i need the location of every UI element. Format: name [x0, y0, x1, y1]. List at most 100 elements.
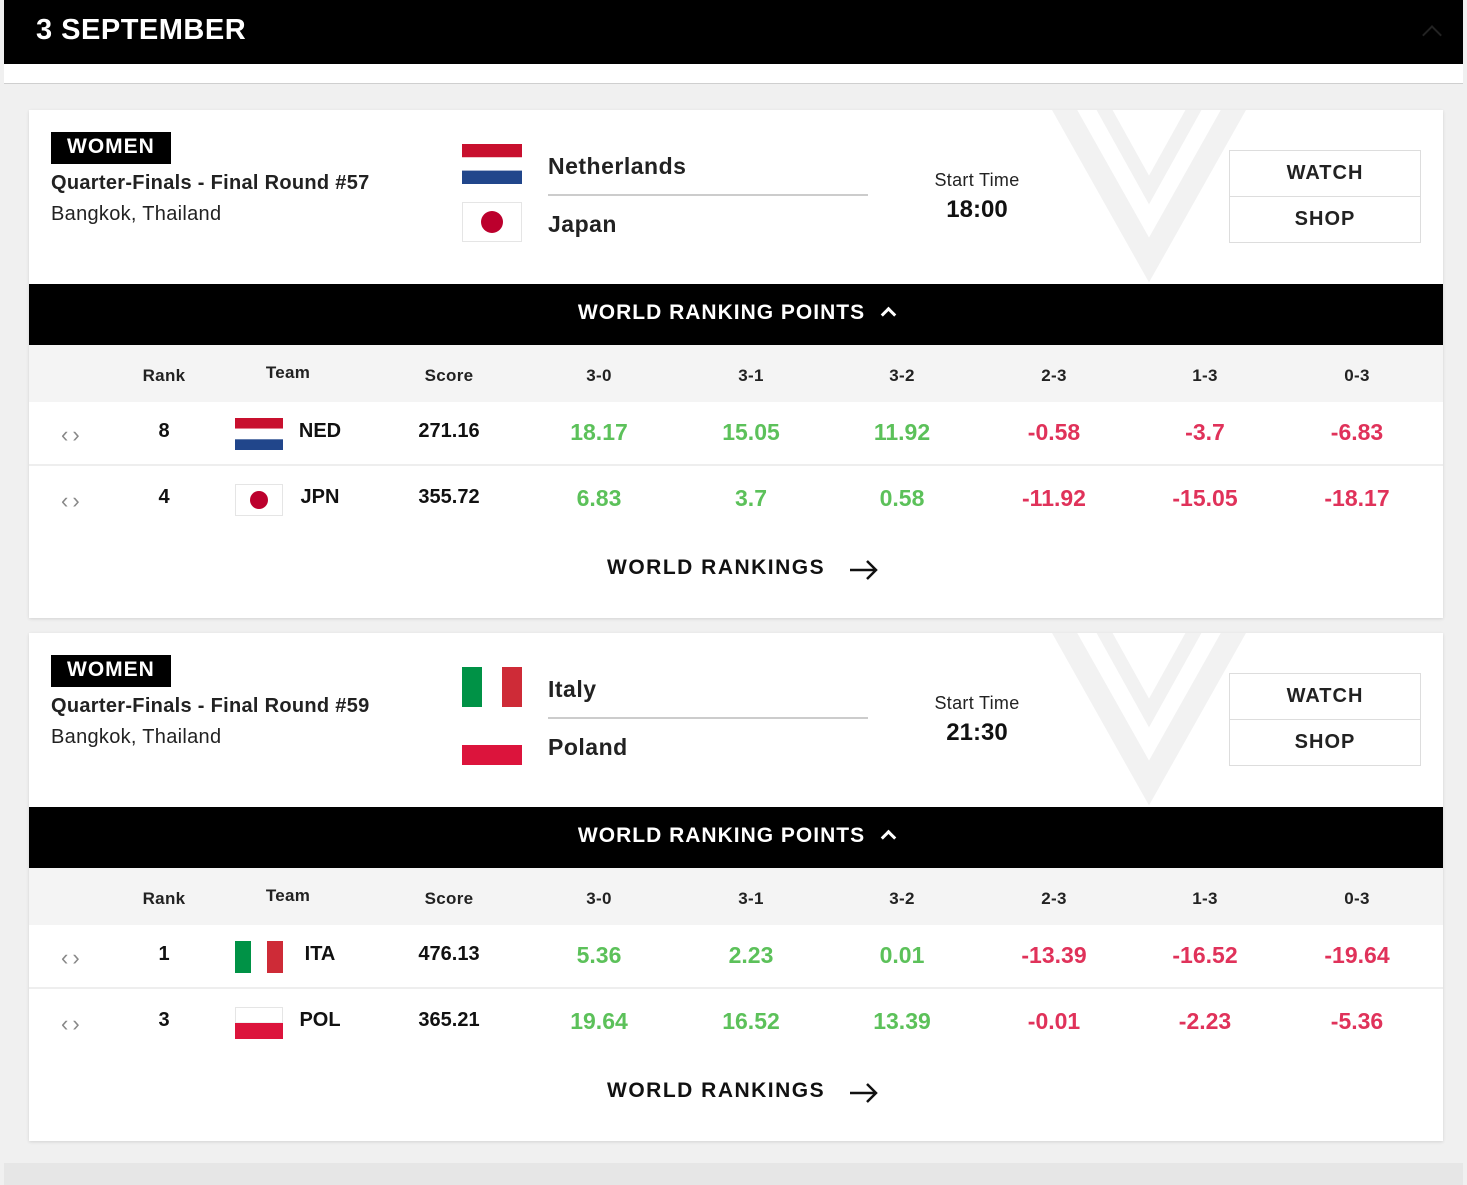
col-3-1: 3-1 [738, 366, 764, 385]
team2-name: Poland [548, 734, 628, 760]
col-2-3: 2-3 [1041, 366, 1067, 385]
scroll-arrows-icon[interactable]: ‹› [61, 945, 84, 970]
points-3-0: 18.17 [570, 419, 628, 445]
col-0-3: 0-3 [1344, 889, 1370, 908]
wrp-title: WORLD RANKING POINTS [577, 824, 866, 847]
col-rank: Rank [142, 889, 186, 908]
arrow-right-icon[interactable] [849, 1082, 879, 1104]
day-subbar [4, 64, 1463, 84]
points-3-0: 5.36 [576, 942, 622, 968]
round-title: Quarter-Finals - Final Round #57 [51, 172, 370, 194]
team-code: NED [298, 420, 342, 442]
team-code: JPN [300, 486, 340, 508]
points-1-3: -3.7 [1185, 419, 1225, 445]
score: 476.13 [418, 943, 480, 965]
match-card: WOMEN Quarter-Finals - Final Round #57 B… [29, 110, 1443, 618]
col-team: Team [265, 363, 311, 382]
table-row: ‹› 4 JPN 355.72 6.83 3.7 0.58 -11.92 -15… [29, 468, 1443, 532]
poland-flag-icon [462, 725, 522, 765]
score: 271.16 [418, 420, 480, 442]
category-badge: WOMEN [51, 132, 171, 164]
volleyball-watermark-icon [1052, 110, 1246, 283]
poland-flag-icon [235, 1007, 283, 1039]
score: 365.21 [418, 1009, 480, 1031]
start-time-label: Start Time [934, 693, 1020, 713]
points-0-3: -19.64 [1324, 942, 1390, 968]
points-0-3: -6.83 [1330, 419, 1384, 445]
japan-flag-icon [235, 484, 283, 516]
points-3-2: 0.01 [879, 942, 925, 968]
start-time: 21:30 [946, 719, 1008, 746]
col-1-3: 1-3 [1192, 889, 1218, 908]
world-rankings-link[interactable]: WORLD RANKINGS [607, 1079, 826, 1102]
team2-name: Japan [548, 211, 617, 237]
chevron-up-icon[interactable] [1422, 25, 1442, 45]
points-table-header: Rank Team Score 3-0 3-1 3-2 2-3 1-3 0-3 [29, 868, 1443, 925]
points-1-3: -15.05 [1172, 485, 1238, 511]
world-ranking-points-toggle[interactable]: WORLD RANKING POINTS [29, 284, 1443, 345]
col-2-3: 2-3 [1041, 889, 1067, 908]
score: 355.72 [418, 486, 480, 508]
round-title: Quarter-Finals - Final Round #59 [51, 695, 370, 717]
chevron-up-icon [880, 306, 897, 323]
team1-name: Netherlands [548, 153, 687, 179]
italy-flag-icon [462, 667, 522, 707]
page-footer-strip [4, 1163, 1463, 1185]
points-3-1: 15.05 [722, 419, 780, 445]
team-code: POL [299, 1009, 341, 1031]
arrow-right-icon[interactable] [849, 559, 879, 581]
points-3-2: 11.92 [873, 419, 931, 445]
world-rankings-link[interactable]: WORLD RANKINGS [607, 556, 826, 579]
points-3-0: 19.64 [570, 1008, 628, 1034]
points-3-2: 0.58 [879, 485, 925, 511]
points-1-3: -2.23 [1178, 1008, 1232, 1034]
start-time: 18:00 [946, 196, 1008, 223]
table-row: ‹› 8 NED 271.16 18.17 15.05 11.92 -0.58 … [29, 402, 1443, 466]
start-time-label: Start Time [934, 170, 1020, 190]
day-title: 3 SEPTEMBER [36, 14, 247, 46]
day-header[interactable]: 3 SEPTEMBER [4, 0, 1463, 64]
category-badge: WOMEN [51, 655, 171, 687]
netherlands-flag-icon [235, 418, 283, 450]
scroll-arrows-icon[interactable]: ‹› [61, 488, 84, 513]
points-3-2: 13.39 [873, 1008, 931, 1034]
points-1-3: -16.52 [1172, 942, 1238, 968]
points-2-3: -11.92 [1022, 485, 1086, 511]
scroll-arrows-icon[interactable]: ‹› [61, 422, 84, 447]
points-3-0: 6.83 [576, 485, 622, 511]
rank: 4 [158, 486, 170, 508]
col-3-0: 3-0 [586, 889, 612, 908]
scroll-arrows-icon[interactable]: ‹› [61, 1011, 84, 1036]
venue: Bangkok, Thailand [51, 203, 222, 225]
col-3-0: 3-0 [586, 366, 612, 385]
team-code: ITA [304, 943, 336, 965]
chevron-up-icon [880, 829, 897, 846]
netherlands-flag-icon [462, 144, 522, 184]
rank: 3 [158, 1009, 170, 1031]
watch-button[interactable]: WATCH [1229, 150, 1421, 197]
rank: 8 [158, 420, 170, 442]
points-0-3: -18.17 [1324, 485, 1390, 511]
volleyball-watermark-icon [1052, 633, 1246, 806]
world-ranking-points-toggle[interactable]: WORLD RANKING POINTS [29, 807, 1443, 868]
shop-button[interactable]: SHOP [1229, 719, 1421, 766]
watch-button[interactable]: WATCH [1229, 673, 1421, 720]
col-score: Score [424, 366, 474, 385]
col-score: Score [424, 889, 474, 908]
points-2-3: -0.58 [1027, 419, 1081, 445]
team1-name: Italy [548, 676, 597, 702]
shop-button[interactable]: SHOP [1229, 196, 1421, 243]
table-row: ‹› 1 ITA 476.13 5.36 2.23 0.01 -13.39 -1… [29, 925, 1443, 989]
japan-flag-icon [462, 202, 522, 242]
rank: 1 [158, 943, 170, 965]
points-3-1: 3.7 [735, 485, 767, 511]
points-0-3: -5.36 [1330, 1008, 1384, 1034]
col-3-2: 3-2 [889, 366, 915, 385]
col-team: Team [265, 886, 311, 905]
col-rank: Rank [142, 366, 186, 385]
points-table-header: Rank Team Score 3-0 3-1 3-2 2-3 1-3 0-3 [29, 345, 1443, 402]
wrp-title: WORLD RANKING POINTS [577, 301, 866, 324]
table-row: ‹› 3 POL 365.21 19.64 16.52 13.39 -0.01 … [29, 991, 1443, 1055]
points-3-1: 16.52 [722, 1008, 780, 1034]
points-2-3: -0.01 [1027, 1008, 1081, 1034]
